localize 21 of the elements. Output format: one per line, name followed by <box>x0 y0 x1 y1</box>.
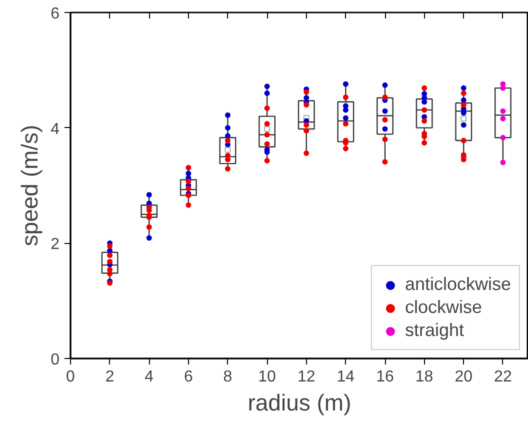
x-tick-label: 2 <box>105 368 114 386</box>
x-tick-label: 10 <box>258 368 276 386</box>
x-tick-label: 20 <box>454 368 473 386</box>
legend-label: clockwise <box>404 297 482 318</box>
x-tick-label: 6 <box>184 368 193 386</box>
x-tick-label: 4 <box>144 368 154 386</box>
x-tick-label: 0 <box>66 368 76 386</box>
y-tick-label: 4 <box>50 120 60 138</box>
y-tick-label: 2 <box>50 236 60 254</box>
y-tick-label: 0 <box>50 352 60 368</box>
x-tick-label: 8 <box>223 368 232 386</box>
x-tick-label: 12 <box>297 368 316 386</box>
legend-label: straight <box>404 320 464 341</box>
x-tick-label: 18 <box>415 368 434 386</box>
y-axis-title: speed (m/s) <box>16 124 43 246</box>
x-tick-label: 14 <box>336 368 355 386</box>
x-tick-label: 22 <box>494 368 512 386</box>
legend-label: anticlockwise <box>404 274 511 295</box>
y-tick-label: 6 <box>50 6 60 22</box>
x-axis-title: radius (m) <box>248 390 352 416</box>
x-tick-label: 16 <box>376 368 394 386</box>
